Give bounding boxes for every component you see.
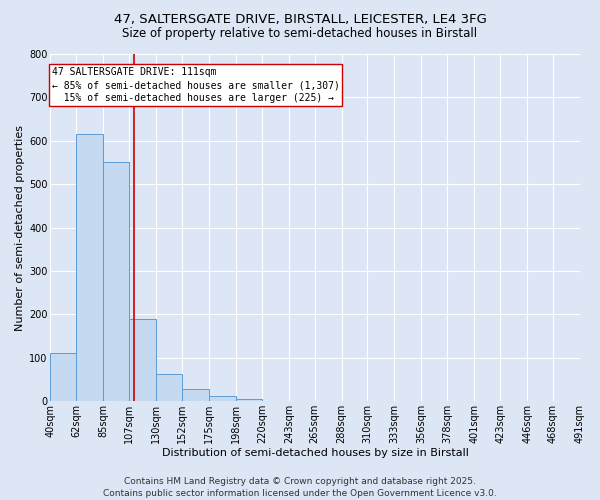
Text: Contains HM Land Registry data © Crown copyright and database right 2025.
Contai: Contains HM Land Registry data © Crown c… — [103, 476, 497, 498]
Bar — [129, 318, 156, 401]
Bar — [182, 390, 209, 401]
Bar — [209, 396, 236, 401]
Y-axis label: Number of semi-detached properties: Number of semi-detached properties — [15, 124, 25, 330]
Text: Size of property relative to semi-detached houses in Birstall: Size of property relative to semi-detach… — [122, 28, 478, 40]
Bar — [156, 374, 182, 401]
Bar — [50, 354, 76, 401]
X-axis label: Distribution of semi-detached houses by size in Birstall: Distribution of semi-detached houses by … — [162, 448, 469, 458]
Text: 47 SALTERSGATE DRIVE: 111sqm
← 85% of semi-detached houses are smaller (1,307)
 : 47 SALTERSGATE DRIVE: 111sqm ← 85% of se… — [52, 67, 340, 104]
Bar — [103, 162, 129, 401]
Bar — [236, 399, 262, 401]
Bar — [76, 134, 103, 401]
Text: 47, SALTERSGATE DRIVE, BIRSTALL, LEICESTER, LE4 3FG: 47, SALTERSGATE DRIVE, BIRSTALL, LEICEST… — [113, 12, 487, 26]
